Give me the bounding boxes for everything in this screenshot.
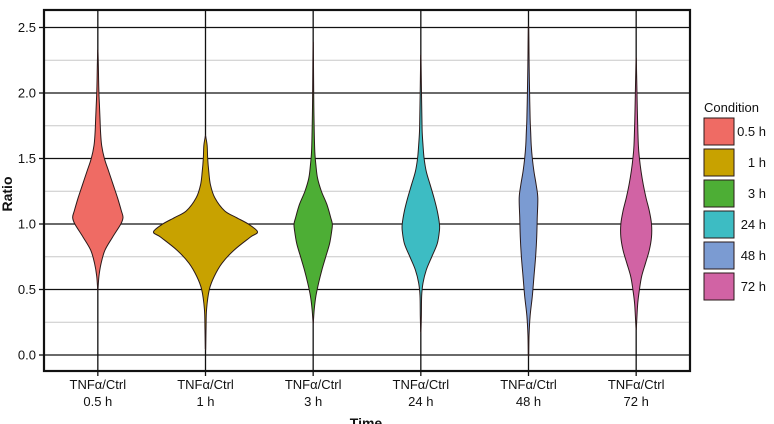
legend-swatch <box>703 148 735 177</box>
legend-label: 24 h <box>741 217 766 232</box>
violin-3-h <box>293 41 333 324</box>
legend-label: 0.5 h <box>737 124 766 139</box>
x-tick-label-line2: 72 h <box>624 394 649 409</box>
legend-label: 72 h <box>741 279 766 294</box>
x-tick-label-line2: 48 h <box>516 394 541 409</box>
legend: Condition 0.5 h 1 h 3 h 24 h 48 h 72 h <box>703 100 766 301</box>
x-axis-title: Time <box>350 415 383 424</box>
plot-panel-border <box>42 8 692 373</box>
x-tick-label-line1: TNFα/Ctrl <box>177 377 234 392</box>
legend-swatch <box>703 241 735 270</box>
x-tick-label-line1: TNFα/Ctrl <box>393 377 450 392</box>
violin-1-h <box>152 135 259 351</box>
y-axis-title: Ratio <box>0 177 15 212</box>
legend-title: Condition <box>704 100 759 115</box>
x-tick-label-line1: TNFα/Ctrl <box>500 377 557 392</box>
x-tick-label-line2: 1 h <box>196 394 214 409</box>
legend-swatch <box>703 117 735 146</box>
y-tick-label: 2.0 <box>18 86 36 101</box>
x-tick-label-line1: TNFα/Ctrl <box>608 377 665 392</box>
legend-swatch <box>703 179 735 208</box>
legend-swatch <box>703 272 735 301</box>
violin-72-h <box>620 57 653 331</box>
y-tick-label: 1.5 <box>18 151 36 166</box>
x-tick-label-line1: TNFα/Ctrl <box>70 377 127 392</box>
violin-0-5-h <box>72 49 124 291</box>
legend-swatch <box>703 210 735 239</box>
legend-label: 48 h <box>741 248 766 263</box>
legend-label: 3 h <box>748 186 766 201</box>
x-tick-label-line2: 24 h <box>408 394 433 409</box>
legend-label: 1 h <box>748 155 766 170</box>
y-tick-label: 0.5 <box>18 282 36 297</box>
y-tick-label: 1.0 <box>18 217 36 232</box>
violin-24-h <box>401 54 441 334</box>
y-tick-label: 0.0 <box>18 348 36 363</box>
violin-48-h <box>518 25 539 357</box>
x-axis: TNFα/Ctrl 0.5 h TNFα/Ctrl 1 h TNFα/Ctrl 3 h TN… <box>70 371 665 409</box>
y-axis: 0.0 0.5 1.0 1.5 2.0 2.5 <box>18 20 44 363</box>
x-tick-label-line2: 0.5 h <box>83 394 112 409</box>
violins <box>72 25 653 357</box>
x-tick-label-line2: 3 h <box>304 394 322 409</box>
y-tick-label: 2.5 <box>18 20 36 35</box>
x-tick-label-line1: TNFα/Ctrl <box>285 377 342 392</box>
grid-lines <box>44 10 690 371</box>
